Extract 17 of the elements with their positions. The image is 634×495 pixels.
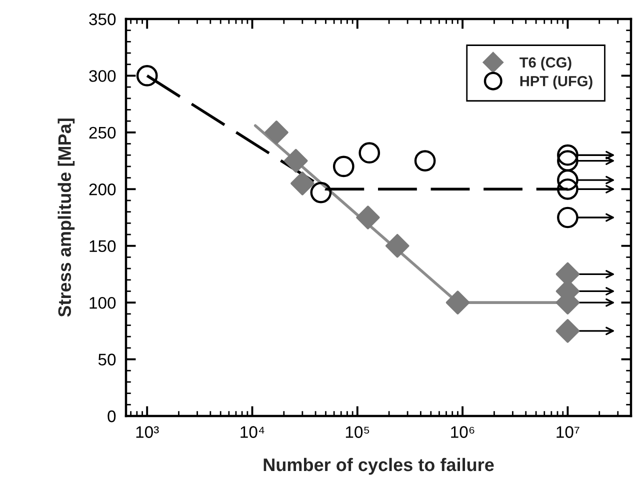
x-tick-label: 10³	[136, 426, 159, 438]
x-tick-label: 10⁴	[240, 426, 264, 438]
y-tick-label: 0	[108, 410, 116, 422]
x-tick-label: 10⁵	[346, 426, 370, 438]
y-tick-label: 300	[89, 70, 116, 82]
x-axis-title: Number of cycles to failure	[264, 458, 494, 475]
legend-label: T6 (CG)	[520, 56, 572, 71]
y-tick-label: 150	[90, 240, 116, 252]
y-tick-label: 350	[89, 13, 116, 26]
x-tick-label: 10⁷	[556, 426, 580, 438]
y-tick-label: 100	[90, 296, 116, 309]
legend-label: HPT (UFG)	[520, 76, 592, 90]
y-tick-label: 250	[89, 126, 116, 139]
x-tick-label: 10⁶	[451, 426, 474, 438]
y-tick-label: 50	[98, 354, 116, 366]
y-axis-title: Stress amplitude [MPa]	[58, 118, 75, 317]
y-tick-label: 200	[89, 184, 116, 196]
